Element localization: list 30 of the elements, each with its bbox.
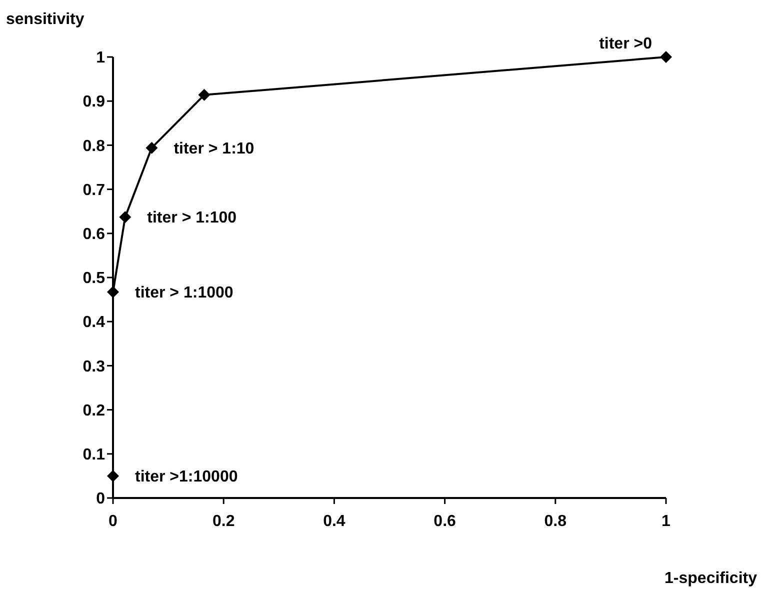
annotation: titer >0 — [599, 36, 652, 53]
point — [198, 88, 210, 101]
annotation: titer > 1:1000 — [135, 284, 234, 302]
y-axis-title: sensitivity — [6, 11, 84, 28]
y-tick-label: 0.8 — [82, 138, 106, 155]
y-tick-label: 0.3 — [82, 358, 106, 376]
x-tick-label: 0.2 — [212, 513, 235, 530]
y-tick-label: 0.4 — [82, 314, 106, 332]
point — [660, 51, 672, 63]
annotation: titer > 1:10 — [174, 140, 254, 158]
x-tick-label: 0 — [108, 513, 118, 530]
y-tick-label: 0.2 — [82, 402, 106, 420]
point — [107, 286, 119, 298]
x-tick-label: 0.8 — [544, 513, 567, 530]
y-tick-label: 1 — [96, 50, 106, 67]
point — [119, 211, 132, 224]
y-tick-label: 0.6 — [82, 226, 106, 243]
x-tick-label: 0.4 — [323, 513, 346, 530]
x-tick-label: 1 — [662, 513, 671, 530]
y-tick-label: 0.7 — [82, 182, 106, 199]
y-tick-label: 0 — [96, 490, 106, 508]
annotation: titer >1:10000 — [135, 468, 238, 486]
x-axis-title: 1-specificity — [664, 570, 758, 587]
y-tick-label: 0.9 — [82, 94, 106, 111]
y-tick-label: 0.1 — [82, 446, 106, 464]
y-tick-label: 0.5 — [82, 270, 106, 288]
x-tick-label: 0.6 — [434, 513, 456, 530]
point — [146, 142, 158, 154]
annotation: titer > 1:100 — [147, 210, 237, 227]
point — [107, 470, 119, 482]
